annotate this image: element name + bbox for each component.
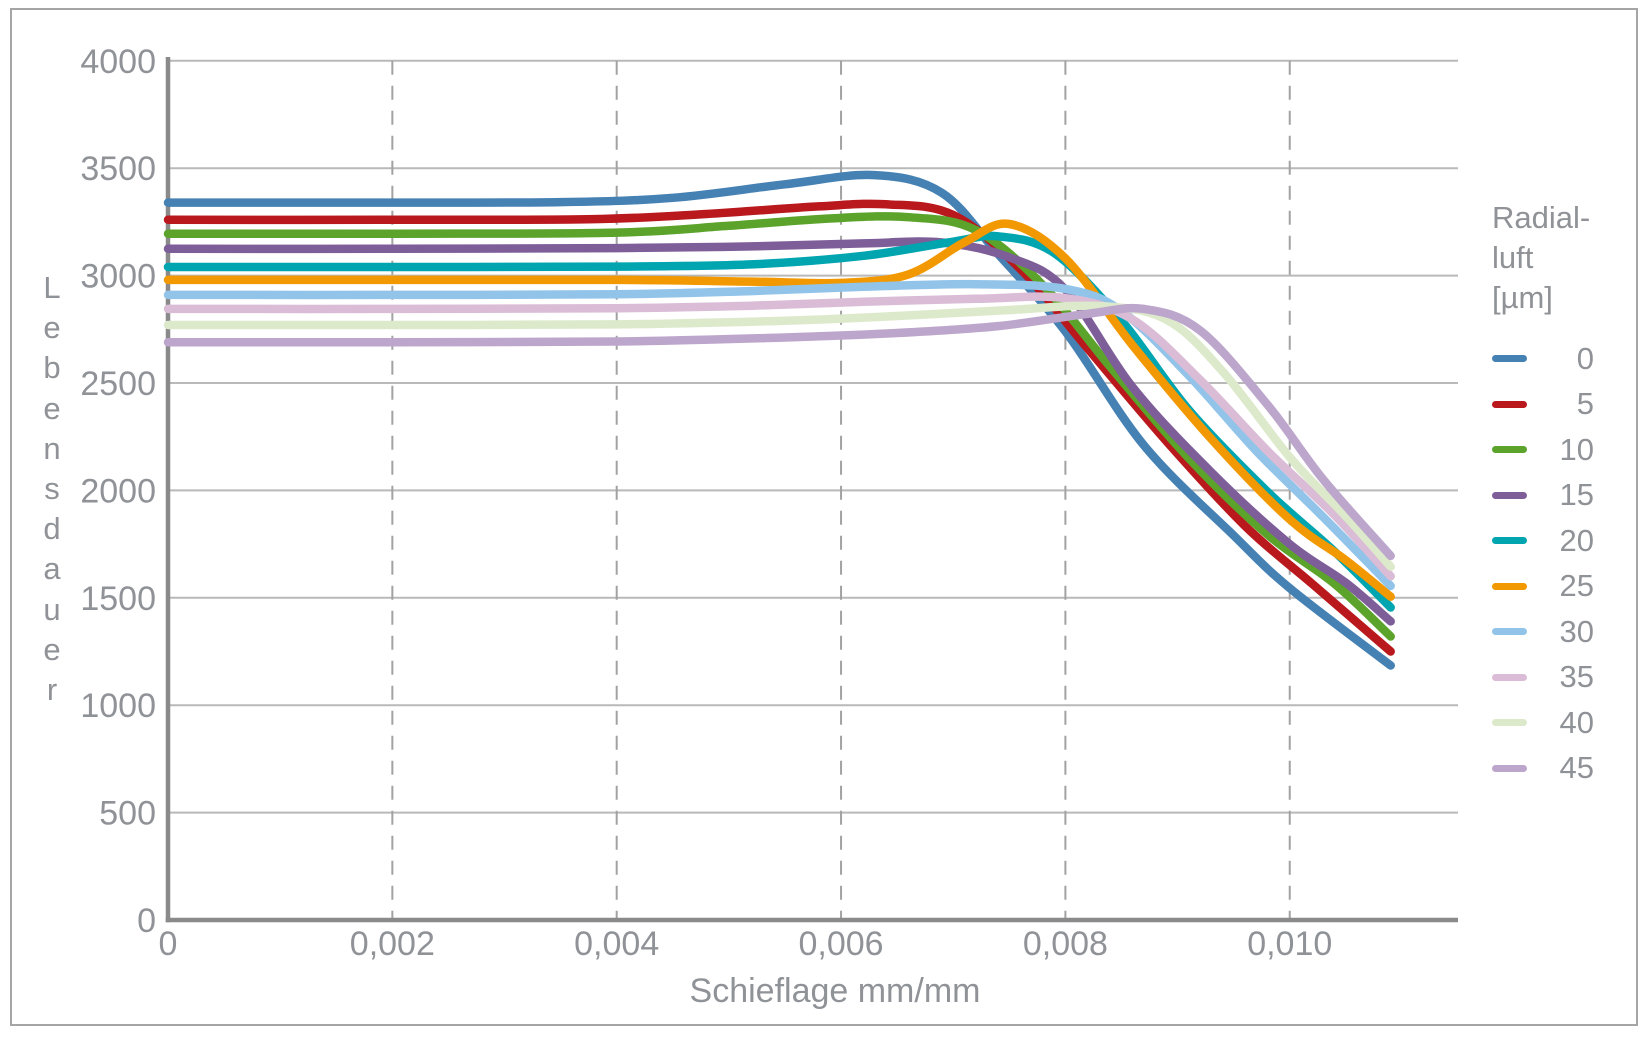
y-axis-title-letter: u (43, 591, 61, 627)
legend: Radial- luft [µm] 0 5 10 15 20 25 30 35 40 45 (1492, 198, 1594, 791)
series-line-40 (163, 301, 1395, 571)
legend-swatch (1492, 537, 1527, 545)
legend-item-label: 15 (1559, 477, 1594, 513)
y-tick-label: 1500 (80, 580, 156, 618)
series-line-30 (163, 279, 1395, 591)
x-tick-label: 0,002 (350, 925, 435, 963)
legend-title-line: luft (1492, 240, 1534, 275)
y-axis-title-letter: b (43, 350, 61, 386)
y-axis-title-letter: a (43, 551, 61, 587)
y-axis-title-letter: r (46, 672, 58, 708)
legend-item-25: 25 (1492, 564, 1594, 610)
legend-item-label: 35 (1559, 659, 1594, 695)
legend-item-label: 40 (1559, 704, 1594, 740)
legend-items: 0 5 10 15 20 25 30 35 40 45 (1492, 336, 1594, 791)
legend-swatch (1492, 719, 1527, 727)
y-tick-label: 2000 (80, 472, 156, 510)
x-tick-label: 0,004 (574, 925, 659, 963)
series-line-10 (163, 212, 1395, 641)
legend-title: Radial- luft [µm] (1492, 198, 1594, 318)
series-line-5 (163, 199, 1395, 656)
y-tick-label: 4000 (80, 43, 156, 81)
legend-swatch (1492, 764, 1527, 772)
series-line-35 (163, 292, 1395, 581)
y-axis-title-letter: L (43, 270, 61, 305)
legend-item-20: 20 (1492, 518, 1594, 564)
y-tick-label: 2500 (80, 365, 156, 403)
legend-swatch (1492, 491, 1527, 499)
legend-title-line: [µm] (1492, 280, 1553, 315)
y-tick-label: 3500 (80, 150, 156, 188)
legend-item-0: 0 (1492, 336, 1594, 382)
legend-item-30: 30 (1492, 609, 1594, 655)
legend-item-40: 40 (1492, 700, 1594, 746)
legend-item-label: 5 (1576, 386, 1594, 422)
series-line-25 (163, 219, 1395, 601)
legend-swatch (1492, 673, 1527, 681)
x-tick-label: 0,008 (1023, 925, 1108, 963)
legend-item-label: 0 (1576, 340, 1594, 376)
series-line-0 (163, 170, 1395, 670)
x-tick-label: 0,006 (798, 925, 883, 963)
y-tick-label: 0 (137, 902, 156, 940)
legend-swatch (1492, 446, 1527, 454)
legend-item-5: 5 (1492, 382, 1594, 428)
legend-swatch (1492, 355, 1527, 363)
legend-title-line: Radial- (1492, 200, 1591, 235)
legend-item-label: 20 (1559, 522, 1594, 558)
legend-item-label: 25 (1559, 568, 1594, 604)
y-axis-title-letter: n (43, 430, 61, 466)
series-line-45 (163, 303, 1395, 561)
legend-item-label: 10 (1559, 431, 1594, 467)
y-axis-title-letter: e (43, 390, 61, 426)
legend-swatch (1492, 628, 1527, 636)
x-tick-label: 0 (159, 925, 178, 963)
y-axis-title-letter: e (43, 631, 61, 667)
x-axis-title: Schieflage mm/mm (689, 972, 981, 1010)
legend-item-10: 10 (1492, 427, 1594, 473)
legend-swatch (1492, 400, 1527, 408)
y-axis-title-letter: d (43, 511, 61, 547)
legend-item-label: 30 (1559, 613, 1594, 649)
legend-item-45: 45 (1492, 746, 1594, 792)
y-tick-label: 3000 (80, 258, 156, 296)
y-tick-label: 500 (99, 795, 156, 833)
legend-item-label: 45 (1559, 750, 1594, 786)
series-line-15 (163, 237, 1395, 626)
legend-item-35: 35 (1492, 655, 1594, 701)
y-axis-title-letter: e (43, 310, 61, 346)
legend-swatch (1492, 582, 1527, 590)
y-tick-label: 1000 (80, 687, 156, 725)
y-axis-title-letter: s (44, 471, 60, 507)
legend-item-15: 15 (1492, 473, 1594, 519)
x-tick-label: 0,010 (1247, 925, 1332, 963)
